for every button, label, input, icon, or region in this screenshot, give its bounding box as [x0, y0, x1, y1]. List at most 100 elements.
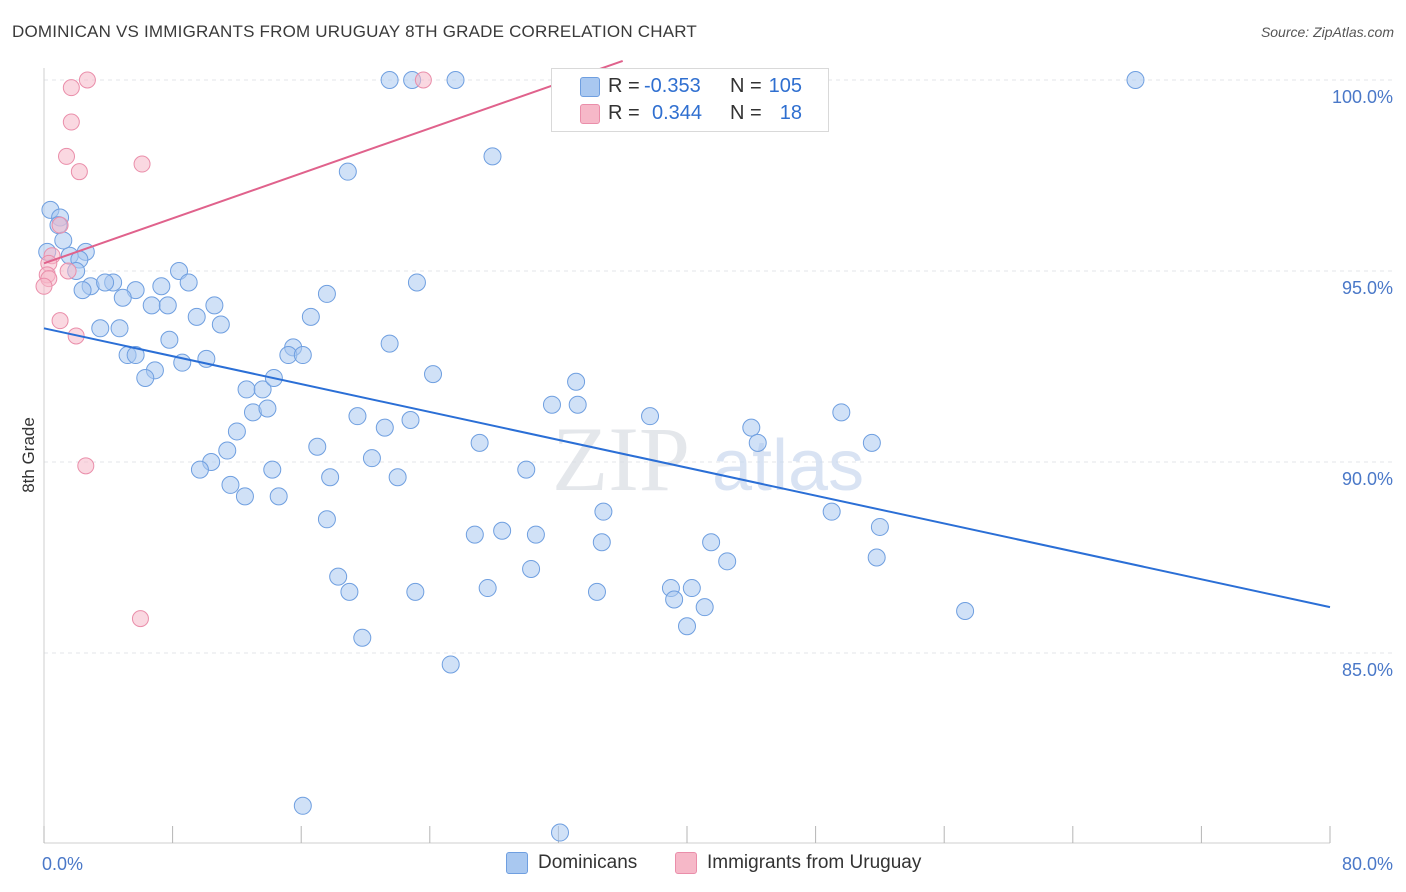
- uruguay-points: [35, 71, 432, 628]
- dominican-point: [187, 307, 206, 326]
- dominican-point: [218, 441, 237, 460]
- dominican-point: [587, 582, 606, 601]
- dominican-point: [317, 284, 336, 303]
- legend-label-dominicans: Dominicans: [538, 852, 638, 873]
- dominican-point: [517, 460, 536, 479]
- dominican-point: [253, 380, 272, 399]
- legend-r-value: -0.353: [644, 74, 701, 97]
- dominican-point: [237, 380, 256, 399]
- legend-row-uruguay: R = 0.344 N = 18: [576, 100, 828, 126]
- uruguay-point: [35, 277, 53, 295]
- swatch-uruguay: [675, 852, 697, 874]
- legend-item-dominicans: Dominicans: [506, 852, 637, 874]
- uruguay-point: [62, 79, 80, 97]
- dominican-point: [594, 502, 613, 521]
- dominican-point: [317, 510, 336, 529]
- dominican-point: [205, 296, 224, 315]
- dominican-point: [478, 579, 497, 598]
- tick-labels: 100.0% 95.0% 90.0% 85.0% 0.0% 80.0%: [42, 87, 1393, 874]
- legend-swatch-pink: [580, 104, 600, 124]
- gridlines: [44, 79, 1395, 654]
- dominican-point: [483, 147, 502, 166]
- dominican-point: [179, 273, 198, 292]
- legend-r-value: 0.344: [652, 101, 703, 124]
- uruguay-point: [59, 262, 77, 280]
- legend-n-value: 18: [779, 101, 802, 124]
- dominican-point: [221, 475, 240, 494]
- dominican-point: [227, 422, 246, 441]
- legend-item-uruguay: Immigrants from Uruguay: [675, 852, 921, 874]
- legend-row-dominicans: R = -0.353 N = 105: [576, 73, 828, 99]
- y-tick-label: 85.0%: [1342, 660, 1393, 680]
- dominican-point: [406, 582, 425, 601]
- uruguay-point: [62, 113, 80, 131]
- dominicans-trend-line: [43, 327, 1331, 609]
- dominican-point: [190, 460, 209, 479]
- dominican-point: [832, 403, 851, 422]
- dominican-point: [211, 315, 230, 334]
- uruguay-point: [78, 71, 96, 89]
- legend-n-label: N =: [730, 74, 762, 97]
- uruguay-point: [131, 610, 149, 628]
- uruguay-point: [77, 457, 95, 475]
- y-tick-label: 100.0%: [1332, 87, 1393, 107]
- dominican-point: [641, 407, 660, 426]
- dominican-point: [158, 296, 177, 315]
- legend-r-label: R =: [608, 101, 640, 124]
- dominican-point: [695, 598, 714, 617]
- dominican-point: [522, 559, 541, 578]
- swatch-dominicans: [506, 852, 528, 874]
- dominican-point: [293, 346, 312, 365]
- dominican-point: [470, 433, 489, 452]
- dominican-point: [388, 468, 407, 487]
- dominican-point: [338, 162, 357, 181]
- dominican-point: [551, 823, 570, 842]
- dominican-point: [110, 319, 129, 338]
- dominican-point: [91, 319, 110, 338]
- dominican-point: [1126, 71, 1145, 89]
- dominican-point: [867, 548, 886, 567]
- source-credit: Source: ZipAtlas.com: [1260, 24, 1394, 40]
- dominican-point: [263, 460, 282, 479]
- dominican-point: [465, 525, 484, 544]
- uruguay-point: [51, 312, 69, 330]
- dominican-point: [682, 579, 701, 598]
- dominican-point: [293, 796, 312, 815]
- dominicans-points: [38, 71, 1145, 842]
- y-tick-label: 90.0%: [1342, 469, 1393, 489]
- dominican-point: [375, 418, 394, 437]
- legend-r-label: R =: [608, 74, 640, 97]
- y-tick-label: 95.0%: [1342, 278, 1393, 298]
- trend-lines: [43, 59, 1331, 609]
- uruguay-point: [70, 163, 88, 181]
- x-tick-label: 0.0%: [42, 854, 83, 874]
- chart-title: DOMINICAN VS IMMIGRANTS FROM URUGUAY 8TH…: [12, 22, 697, 41]
- dominican-point: [568, 395, 587, 414]
- dominican-point: [321, 468, 340, 487]
- dominican-point: [822, 502, 841, 521]
- dominican-point: [567, 372, 586, 391]
- dominican-point: [493, 521, 512, 540]
- dominican-point: [54, 231, 73, 250]
- dominican-point: [170, 262, 189, 280]
- watermark-zip: ZIP: [552, 408, 690, 510]
- dominican-point: [362, 449, 381, 468]
- dominican-point: [142, 296, 161, 315]
- legend-label-uruguay: Immigrants from Uruguay: [707, 852, 922, 873]
- dominican-point: [407, 273, 426, 292]
- dominican-point: [258, 399, 277, 418]
- dominican-point: [301, 307, 320, 326]
- dominican-point: [340, 582, 359, 601]
- dominican-point: [592, 533, 611, 552]
- watermark-atlas: atlas: [712, 426, 864, 506]
- uruguay-point: [133, 155, 151, 173]
- dominican-point: [956, 601, 975, 620]
- dominican-point: [160, 330, 179, 349]
- dominican-point: [742, 418, 761, 437]
- legend-n-label: N =: [730, 101, 762, 124]
- dominican-point: [446, 71, 465, 89]
- dominican-point: [353, 628, 372, 647]
- dominican-point: [678, 617, 696, 636]
- uruguay-point: [414, 71, 432, 89]
